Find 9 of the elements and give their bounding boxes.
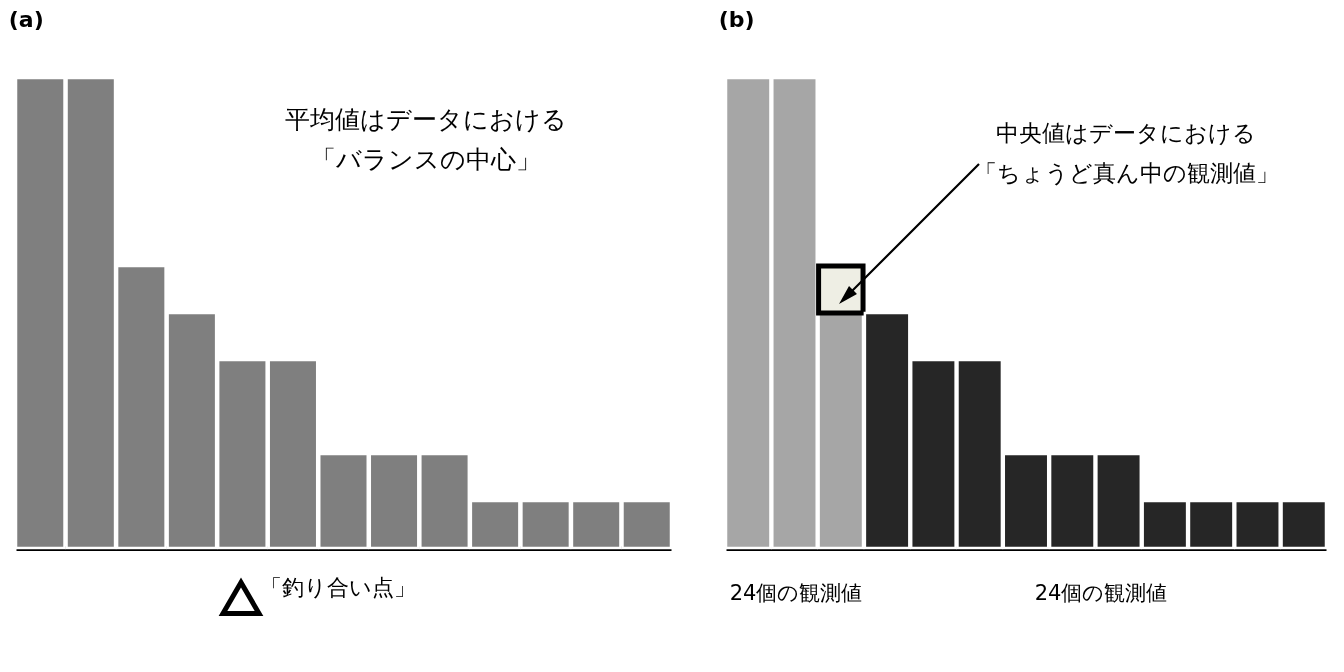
- chart-title: (a): [8, 6, 44, 32]
- annotation: 「ちょうど真ん中の観測値」: [973, 160, 1279, 186]
- annotation: 平均値はデータにおける: [285, 105, 567, 134]
- annotation: 「バランスの中心」: [311, 145, 541, 174]
- text: 24個の観測値: [1034, 581, 1168, 605]
- chart-title: (b): [718, 6, 755, 32]
- text: 「釣り合い点」: [260, 575, 416, 600]
- text: 24個の観測値: [729, 581, 863, 605]
- annotation: 中央値はデータにおける: [996, 120, 1256, 146]
